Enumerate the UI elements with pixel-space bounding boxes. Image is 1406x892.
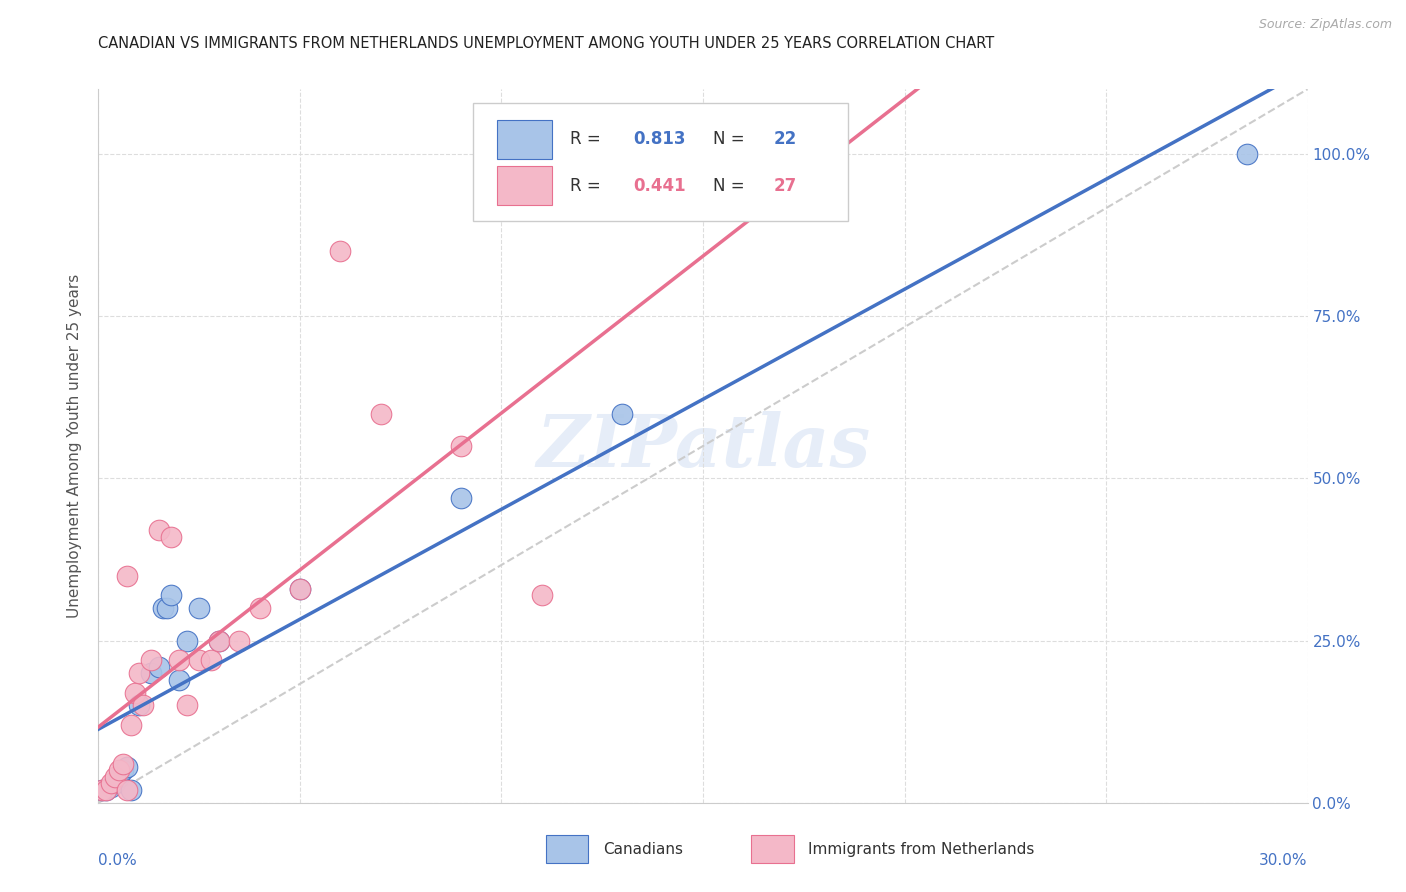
Point (176, 633, 198, 648)
Point (148, 524, 170, 538)
FancyBboxPatch shape (474, 103, 848, 221)
Bar (751, 835, 794, 863)
Point (329, 244, 352, 259)
Point (100, 780, 122, 794)
Point (107, 764, 129, 778)
Point (132, 698, 155, 713)
Point (91, 782, 114, 797)
Text: 0.441: 0.441 (633, 177, 686, 194)
Text: R =: R = (569, 130, 606, 148)
Point (1236, 147, 1258, 161)
Point (128, 666, 150, 681)
Point (107, 770, 129, 784)
Point (167, 653, 190, 667)
Point (370, 407, 392, 421)
Text: ZIPatlas: ZIPatlas (536, 410, 870, 482)
Point (115, 568, 138, 582)
Point (139, 653, 162, 667)
Point (200, 653, 222, 667)
Point (160, 530, 183, 544)
Point (288, 582, 311, 596)
Text: N =: N = (713, 130, 749, 148)
Point (100, 776, 122, 790)
Point (96, 782, 118, 797)
Point (128, 698, 150, 713)
Point (288, 582, 311, 596)
Point (160, 588, 183, 602)
Point (249, 601, 271, 615)
Text: 22: 22 (773, 130, 796, 148)
Point (124, 685, 146, 699)
Text: 30.0%: 30.0% (1260, 853, 1308, 868)
Text: 27: 27 (773, 177, 796, 194)
Point (450, 439, 472, 453)
Point (115, 782, 138, 797)
Point (115, 760, 138, 774)
Point (612, 407, 634, 421)
Bar (498, 166, 551, 205)
Point (208, 633, 231, 648)
Text: 0.0%: 0.0% (98, 853, 138, 868)
Point (96, 782, 118, 797)
Point (103, 776, 125, 790)
Point (103, 770, 125, 784)
Text: R =: R = (569, 177, 606, 194)
Point (167, 673, 190, 687)
Point (188, 601, 211, 615)
Text: Canadians: Canadians (603, 842, 683, 856)
Text: N =: N = (713, 177, 749, 194)
Point (111, 756, 134, 771)
Point (148, 659, 170, 673)
Point (176, 698, 198, 713)
Point (208, 633, 231, 648)
Text: 0.813: 0.813 (633, 130, 685, 148)
Point (152, 601, 174, 615)
Text: CANADIAN VS IMMIGRANTS FROM NETHERLANDS UNEMPLOYMENT AMONG YOUTH UNDER 25 YEARS : CANADIAN VS IMMIGRANTS FROM NETHERLANDS … (98, 36, 994, 51)
Point (120, 718, 142, 732)
Point (228, 633, 250, 648)
Point (120, 782, 142, 797)
Point (530, 588, 553, 602)
Point (188, 653, 211, 667)
Point (111, 764, 134, 778)
Point (139, 666, 162, 681)
Text: Immigrants from Netherlands: Immigrants from Netherlands (808, 842, 1035, 856)
Point (450, 491, 472, 505)
Point (156, 601, 179, 615)
Text: Source: ZipAtlas.com: Source: ZipAtlas.com (1258, 18, 1392, 31)
Y-axis label: Unemployment Among Youth under 25 years: Unemployment Among Youth under 25 years (67, 274, 83, 618)
Bar (546, 835, 588, 863)
Point (91, 782, 114, 797)
Bar (498, 120, 551, 159)
